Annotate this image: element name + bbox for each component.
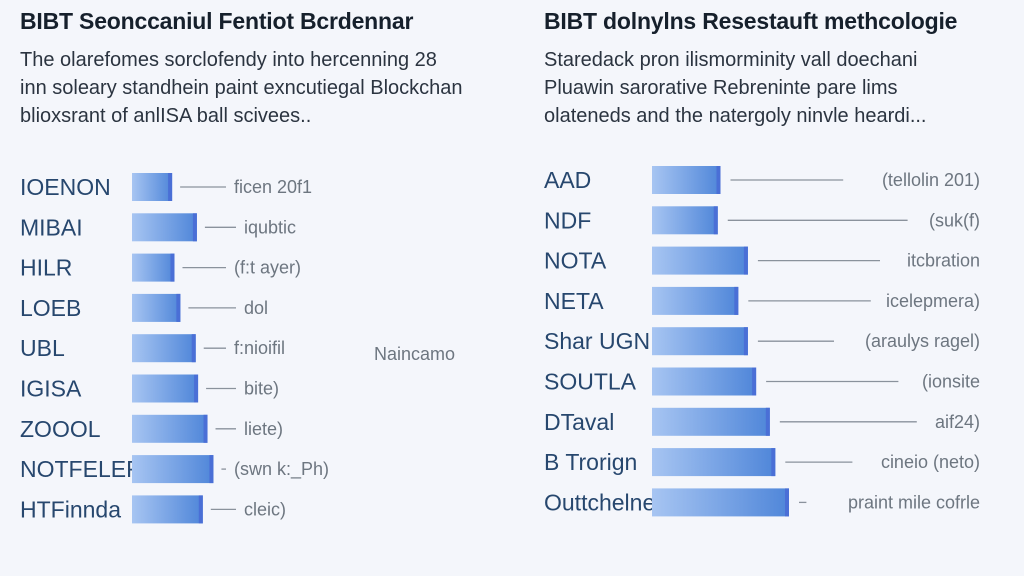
- bar-end-cap: [198, 495, 203, 524]
- bar: [652, 246, 748, 275]
- chart-subtitle: The olarefomes sorclofendy into hercenni…: [20, 46, 515, 130]
- category-label: UBL: [20, 335, 65, 361]
- category-label: MIBAI: [20, 214, 83, 240]
- bar-end-cap: [209, 455, 214, 484]
- chart-title: BIBT Seonccaniul Fentiot Bcrdennar: [20, 8, 414, 34]
- category-label: IOENON: [20, 174, 111, 200]
- bar-end-cap: [771, 448, 776, 477]
- category-label: B Trorign: [544, 449, 637, 475]
- annotation-label: f:nioifil: [234, 338, 285, 358]
- category-label: Outtchelne: [544, 489, 655, 515]
- bar: [652, 488, 789, 517]
- annotation-label: (swn k:_Ph): [234, 459, 329, 480]
- bar: [132, 495, 203, 524]
- annotation-label: ficen 20f1: [234, 177, 312, 197]
- bar-end-cap: [765, 407, 770, 436]
- subtitle-line: Pluawin sarorative Rebreninte pare lims: [544, 77, 898, 99]
- bar-end-cap: [716, 166, 721, 194]
- annotation-label: itcbration: [907, 251, 980, 271]
- bar-end-cap: [734, 286, 739, 315]
- category-label: AAD: [544, 167, 591, 193]
- bar: [132, 253, 175, 282]
- bar-end-cap: [743, 327, 748, 356]
- annotation-label: icelepmera): [886, 291, 980, 311]
- annotation-label: aif24): [935, 412, 980, 432]
- category-label: ZOOOL: [20, 416, 101, 442]
- annotation-label: dol: [244, 298, 268, 318]
- bar: [132, 455, 214, 484]
- bar-end-cap: [176, 293, 181, 322]
- bar-end-cap: [168, 173, 173, 201]
- bar: [652, 448, 776, 477]
- annotation-label: cineio (neto): [881, 452, 980, 472]
- bar: [652, 206, 718, 235]
- subtitle-line: The olarefomes sorclofendy into hercenni…: [20, 49, 437, 71]
- bar: [652, 367, 757, 396]
- extra-annotation-label: Naincamo: [374, 344, 455, 364]
- bar: [652, 407, 770, 436]
- annotation-label: (f:t ayer): [234, 258, 301, 278]
- bar: [132, 213, 197, 242]
- chart-subtitle: Staredack pron ilismorminity vall doecha…: [544, 46, 1014, 130]
- chart-title: BIBT dolnylns Resestauft methcologie: [544, 8, 958, 34]
- category-label: DTaval: [544, 409, 614, 435]
- subtitle-line: inn soleary standhein paint exncutiegal …: [20, 77, 463, 99]
- bar: [652, 327, 748, 356]
- category-label: NOTFELER: [20, 456, 143, 482]
- bar-end-cap: [192, 213, 197, 242]
- bar: [132, 173, 173, 201]
- subtitle-line: blioxsrant of anlISA ball scivees..: [20, 105, 312, 127]
- category-label: LOEB: [20, 295, 81, 321]
- right-bar-chart: AAD (tellolin 201) NDF (suk(f) NOTA itcbratio…: [544, 166, 980, 517]
- annotation-label: (suk(f): [929, 210, 980, 230]
- bar-end-cap: [743, 246, 748, 275]
- category-label: IGISA: [20, 376, 82, 402]
- bar-end-cap: [203, 414, 208, 443]
- annotation-label: (ionsite: [922, 372, 980, 392]
- bar-end-cap: [713, 206, 718, 235]
- category-label: HILR: [20, 255, 72, 281]
- left-chart-panel: BIBT Seonccaniul Fentiot Bcrdennar The o…: [20, 8, 515, 524]
- bar: [132, 334, 196, 363]
- annotation-label: bite): [244, 379, 279, 399]
- bar: [652, 286, 739, 315]
- category-label: Shar UGN: [544, 328, 650, 354]
- annotation-label: (tellolin 201): [882, 170, 980, 190]
- bar-end-cap: [170, 253, 175, 282]
- category-label: HTFinnda: [20, 496, 121, 522]
- left-bar-chart: IOENON ficen 20f1 MIBAI iqubtic HILR (f:t aye…: [20, 173, 455, 524]
- subtitle-line: Staredack pron ilismorminity vall doecha…: [544, 49, 918, 71]
- category-label: NDF: [544, 207, 591, 233]
- category-label: NOTA: [544, 248, 607, 274]
- bar: [132, 414, 208, 443]
- annotation-label: cleic): [244, 499, 286, 519]
- annotation-label: (araulys ragel): [865, 331, 980, 351]
- bar: [652, 166, 721, 194]
- bar: [132, 374, 199, 403]
- category-label: SOUTLA: [544, 369, 637, 395]
- annotation-label: iqubtic: [244, 217, 296, 237]
- subtitle-line: olateneds and the natergoly ninvle heard…: [544, 105, 927, 127]
- annotation-label: liete): [244, 419, 283, 439]
- category-label: NETA: [544, 288, 604, 314]
- bar-end-cap: [785, 488, 789, 517]
- bar-end-cap: [191, 334, 196, 363]
- right-chart-panel: BIBT dolnylns Resestauft methcologie Sta…: [520, 0, 1024, 576]
- bar-end-cap: [194, 374, 199, 403]
- bar-end-cap: [752, 367, 757, 396]
- bar: [132, 293, 181, 322]
- annotation-label: praint mile cofrle: [848, 492, 980, 512]
